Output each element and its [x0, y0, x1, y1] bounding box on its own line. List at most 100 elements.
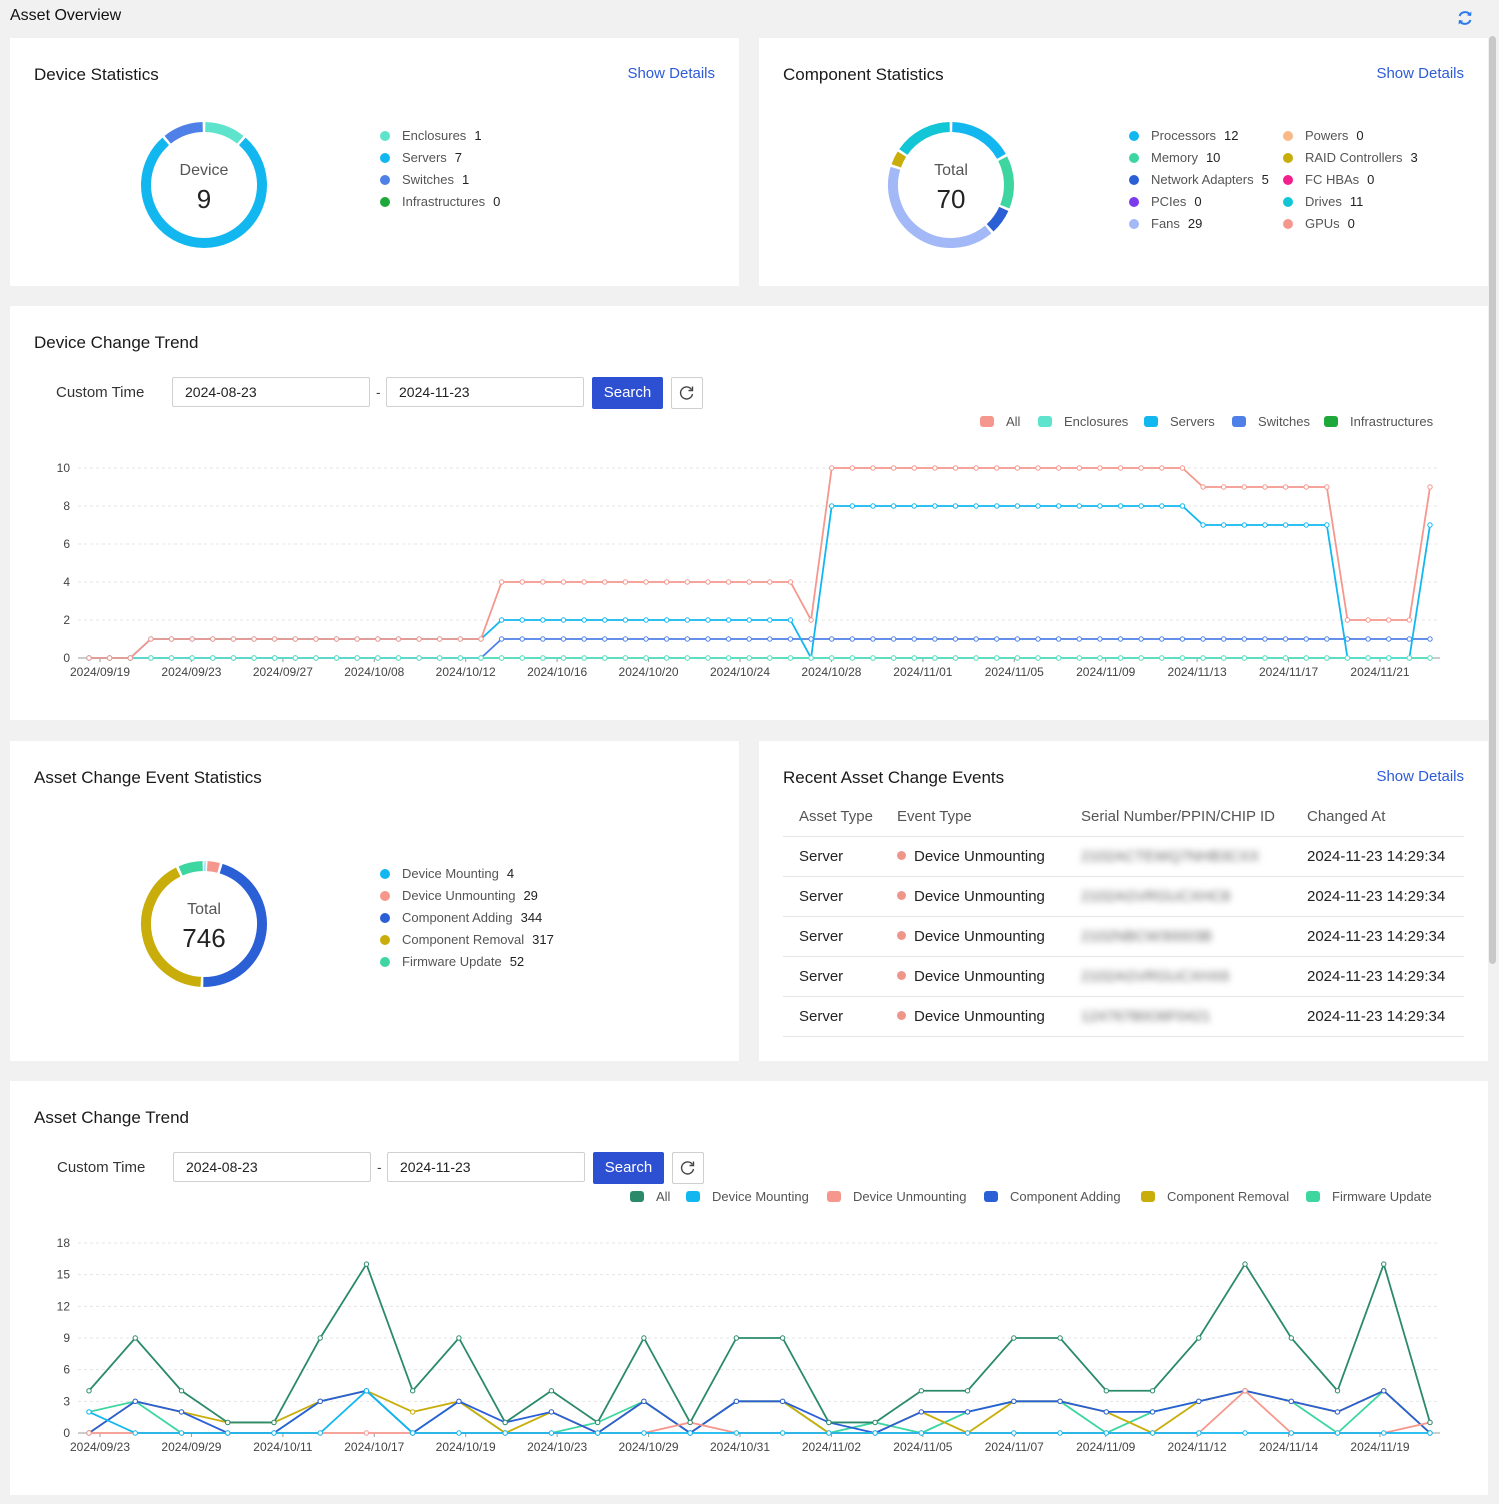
data-point[interactable] — [106, 655, 113, 661]
data-point[interactable] — [641, 1335, 647, 1341]
data-point[interactable] — [746, 655, 752, 661]
data-point[interactable] — [643, 579, 649, 585]
data-point[interactable] — [870, 655, 876, 661]
legend-item-network-adapters[interactable]: Network Adapters 5 — [1129, 171, 1269, 189]
data-point[interactable] — [1262, 484, 1268, 490]
data-point[interactable] — [663, 579, 670, 585]
data-point[interactable] — [1097, 503, 1103, 509]
data-point[interactable] — [622, 617, 629, 623]
legend-item-firmware-update[interactable]: Firmware Update 52 — [380, 953, 524, 971]
data-point[interactable] — [178, 1430, 185, 1436]
data-point[interactable] — [829, 503, 835, 509]
data-point[interactable] — [1196, 1335, 1202, 1341]
data-point[interactable] — [1262, 636, 1268, 642]
data-point[interactable] — [1427, 484, 1433, 490]
data-point[interactable] — [1324, 522, 1330, 528]
data-point[interactable] — [456, 1398, 462, 1405]
data-point[interactable] — [271, 1419, 277, 1426]
data-point[interactable] — [829, 636, 835, 642]
data-point[interactable] — [849, 465, 856, 471]
show-details-link[interactable]: Show Details — [1376, 768, 1464, 785]
refresh-icon[interactable] — [1455, 8, 1475, 28]
data-point[interactable] — [354, 636, 360, 642]
data-point[interactable] — [1381, 1430, 1387, 1436]
table-row[interactable]: Server Device Unmounting 2102AGVRGUCXHC8 20… — [783, 876, 1464, 917]
data-point[interactable] — [1149, 1409, 1156, 1415]
data-point[interactable] — [1200, 655, 1206, 661]
data-point[interactable] — [457, 655, 464, 661]
data-point[interactable] — [498, 617, 505, 623]
data-point[interactable] — [1179, 503, 1186, 509]
data-point[interactable] — [437, 655, 443, 661]
data-point[interactable] — [1057, 1430, 1063, 1436]
data-point[interactable] — [870, 636, 876, 642]
data-point[interactable] — [932, 503, 938, 509]
series-line-all[interactable] — [89, 467, 1431, 659]
data-point[interactable] — [540, 617, 546, 623]
legend-item-component-removal[interactable]: Component Removal — [1141, 1189, 1289, 1205]
data-point[interactable] — [622, 636, 629, 642]
data-point[interactable] — [409, 1388, 416, 1394]
data-point[interactable] — [333, 636, 340, 642]
data-point[interactable] — [1303, 522, 1309, 528]
data-point[interactable] — [502, 1430, 508, 1436]
data-point[interactable] — [1344, 617, 1351, 623]
data-point[interactable] — [1035, 465, 1041, 471]
legend-item-processors[interactable]: Processors 12 — [1129, 127, 1239, 145]
data-point[interactable] — [787, 655, 794, 661]
data-point[interactable] — [548, 1409, 555, 1415]
data-point[interactable] — [663, 636, 670, 642]
data-point[interactable] — [952, 503, 959, 509]
data-point[interactable] — [808, 617, 814, 623]
data-point[interactable] — [1386, 636, 1392, 642]
data-point[interactable] — [132, 1398, 138, 1405]
data-point[interactable] — [1344, 655, 1351, 661]
data-point[interactable] — [1117, 655, 1124, 661]
data-point[interactable] — [808, 655, 814, 661]
data-point[interactable] — [363, 1261, 370, 1267]
data-point[interactable] — [1117, 503, 1124, 509]
data-point[interactable] — [519, 579, 525, 585]
data-point[interactable] — [540, 579, 546, 585]
table-row[interactable]: Server Device Unmounting 2102NBCW30003B 202… — [783, 916, 1464, 957]
legend-item-device-unmounting[interactable]: Device Unmounting — [827, 1189, 966, 1205]
data-point[interactable] — [602, 579, 608, 585]
data-point[interactable] — [581, 617, 587, 623]
data-point[interactable] — [1138, 655, 1144, 661]
data-point[interactable] — [1159, 655, 1165, 661]
data-point[interactable] — [333, 655, 340, 661]
data-point[interactable] — [86, 1430, 92, 1436]
data-point[interactable] — [1011, 1335, 1017, 1341]
data-point[interactable] — [498, 655, 505, 661]
data-point[interactable] — [313, 655, 319, 661]
legend-item-fans[interactable]: Fans 29 — [1129, 215, 1202, 233]
data-point[interactable] — [641, 1398, 647, 1405]
data-point[interactable] — [911, 655, 917, 661]
series-line-switches[interactable] — [89, 638, 1430, 659]
data-point[interactable] — [643, 636, 649, 642]
data-point[interactable] — [189, 636, 195, 642]
legend-item-servers[interactable]: Servers — [1144, 414, 1215, 430]
data-point[interactable] — [1035, 655, 1041, 661]
data-point[interactable] — [313, 636, 319, 642]
data-point[interactable] — [1200, 484, 1206, 490]
data-point[interactable] — [1427, 1430, 1433, 1436]
data-point[interactable] — [918, 1409, 925, 1415]
table-row[interactable]: Server Device Unmounting 2102ACTEWQ7NHB3CX… — [783, 836, 1464, 877]
data-point[interactable] — [1386, 655, 1392, 661]
start-date-input[interactable]: 2024-08-23 — [172, 377, 370, 407]
data-point[interactable] — [548, 1388, 555, 1394]
data-point[interactable] — [1262, 522, 1268, 528]
data-point[interactable] — [1344, 636, 1351, 642]
data-point[interactable] — [456, 1430, 462, 1436]
data-point[interactable] — [1220, 655, 1227, 661]
data-point[interactable] — [643, 655, 649, 661]
series-line-firmware-update[interactable] — [88, 1389, 1431, 1435]
data-point[interactable] — [225, 1430, 231, 1436]
legend-item-device-mounting[interactable]: Device Mounting — [686, 1189, 809, 1205]
data-point[interactable] — [1365, 617, 1371, 623]
legend-item-servers[interactable]: Servers 7 — [380, 149, 462, 167]
legend-item-fc-hbas[interactable]: FC HBAs 0 — [1283, 171, 1374, 189]
data-point[interactable] — [1241, 655, 1248, 661]
data-point[interactable] — [1381, 1388, 1387, 1394]
